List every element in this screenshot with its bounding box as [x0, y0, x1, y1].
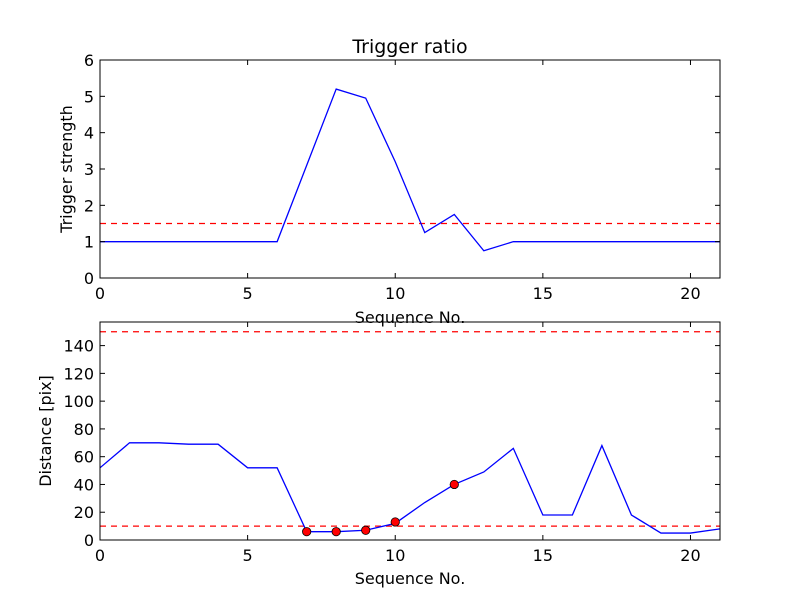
y-tick-label: 5	[84, 87, 94, 106]
data-layer	[100, 88, 720, 252]
y-tick-label: 80	[74, 420, 94, 439]
y-tick-label: 3	[84, 160, 94, 179]
y-tick-label: 140	[63, 337, 94, 356]
axes-frame	[99, 321, 721, 541]
x-tick-label: 0	[95, 546, 105, 565]
y-tick-label: 120	[63, 364, 94, 383]
y-axis-label: Trigger strength	[57, 105, 76, 234]
plot-area: 0 5 10 15 20 0 1 2 3 4 5 6	[84, 51, 721, 303]
x-tick-label: 20	[680, 546, 700, 565]
y-tick-label: 4	[84, 124, 94, 143]
x-tick-label: 5	[243, 546, 253, 565]
y-tick-label: 0	[84, 531, 94, 550]
y-tick-label: 2	[84, 196, 94, 215]
y-tick-label: 1	[84, 233, 94, 252]
y-tick-label: 40	[74, 475, 94, 494]
x-tick-label: 0	[95, 284, 105, 303]
data-point-marker	[331, 527, 341, 537]
x-tick-label: 20	[680, 284, 700, 303]
y-axis-label: Distance [pix]	[36, 375, 55, 487]
data-point-marker	[302, 527, 312, 537]
x-tick-label: 15	[533, 284, 553, 303]
x-tick-label: 10	[385, 546, 405, 565]
series-line	[100, 88, 720, 252]
data-layer	[100, 331, 720, 534]
y-tick-label: 0	[84, 269, 94, 288]
y-tick-label: 100	[63, 392, 94, 411]
x-tick-label: 15	[533, 546, 553, 565]
y-tick-label: 60	[74, 448, 94, 467]
data-point-marker	[449, 479, 459, 490]
series-line	[100, 442, 720, 534]
x-axis-label: Sequence No.	[355, 569, 466, 588]
data-point-marker	[361, 525, 371, 535]
data-point-marker	[390, 517, 400, 527]
y-tick-label: 6	[84, 51, 94, 70]
x-tick-label: 10	[385, 284, 405, 303]
x-tick-label: 5	[243, 284, 253, 303]
y-tick-label: 20	[74, 503, 94, 522]
plot-area: 0 5 10 15 20 0 20 40 60 80 100 120 140	[63, 321, 721, 565]
chart-title: Trigger ratio	[351, 36, 467, 58]
x-axis-label: Sequence No.	[355, 308, 466, 327]
